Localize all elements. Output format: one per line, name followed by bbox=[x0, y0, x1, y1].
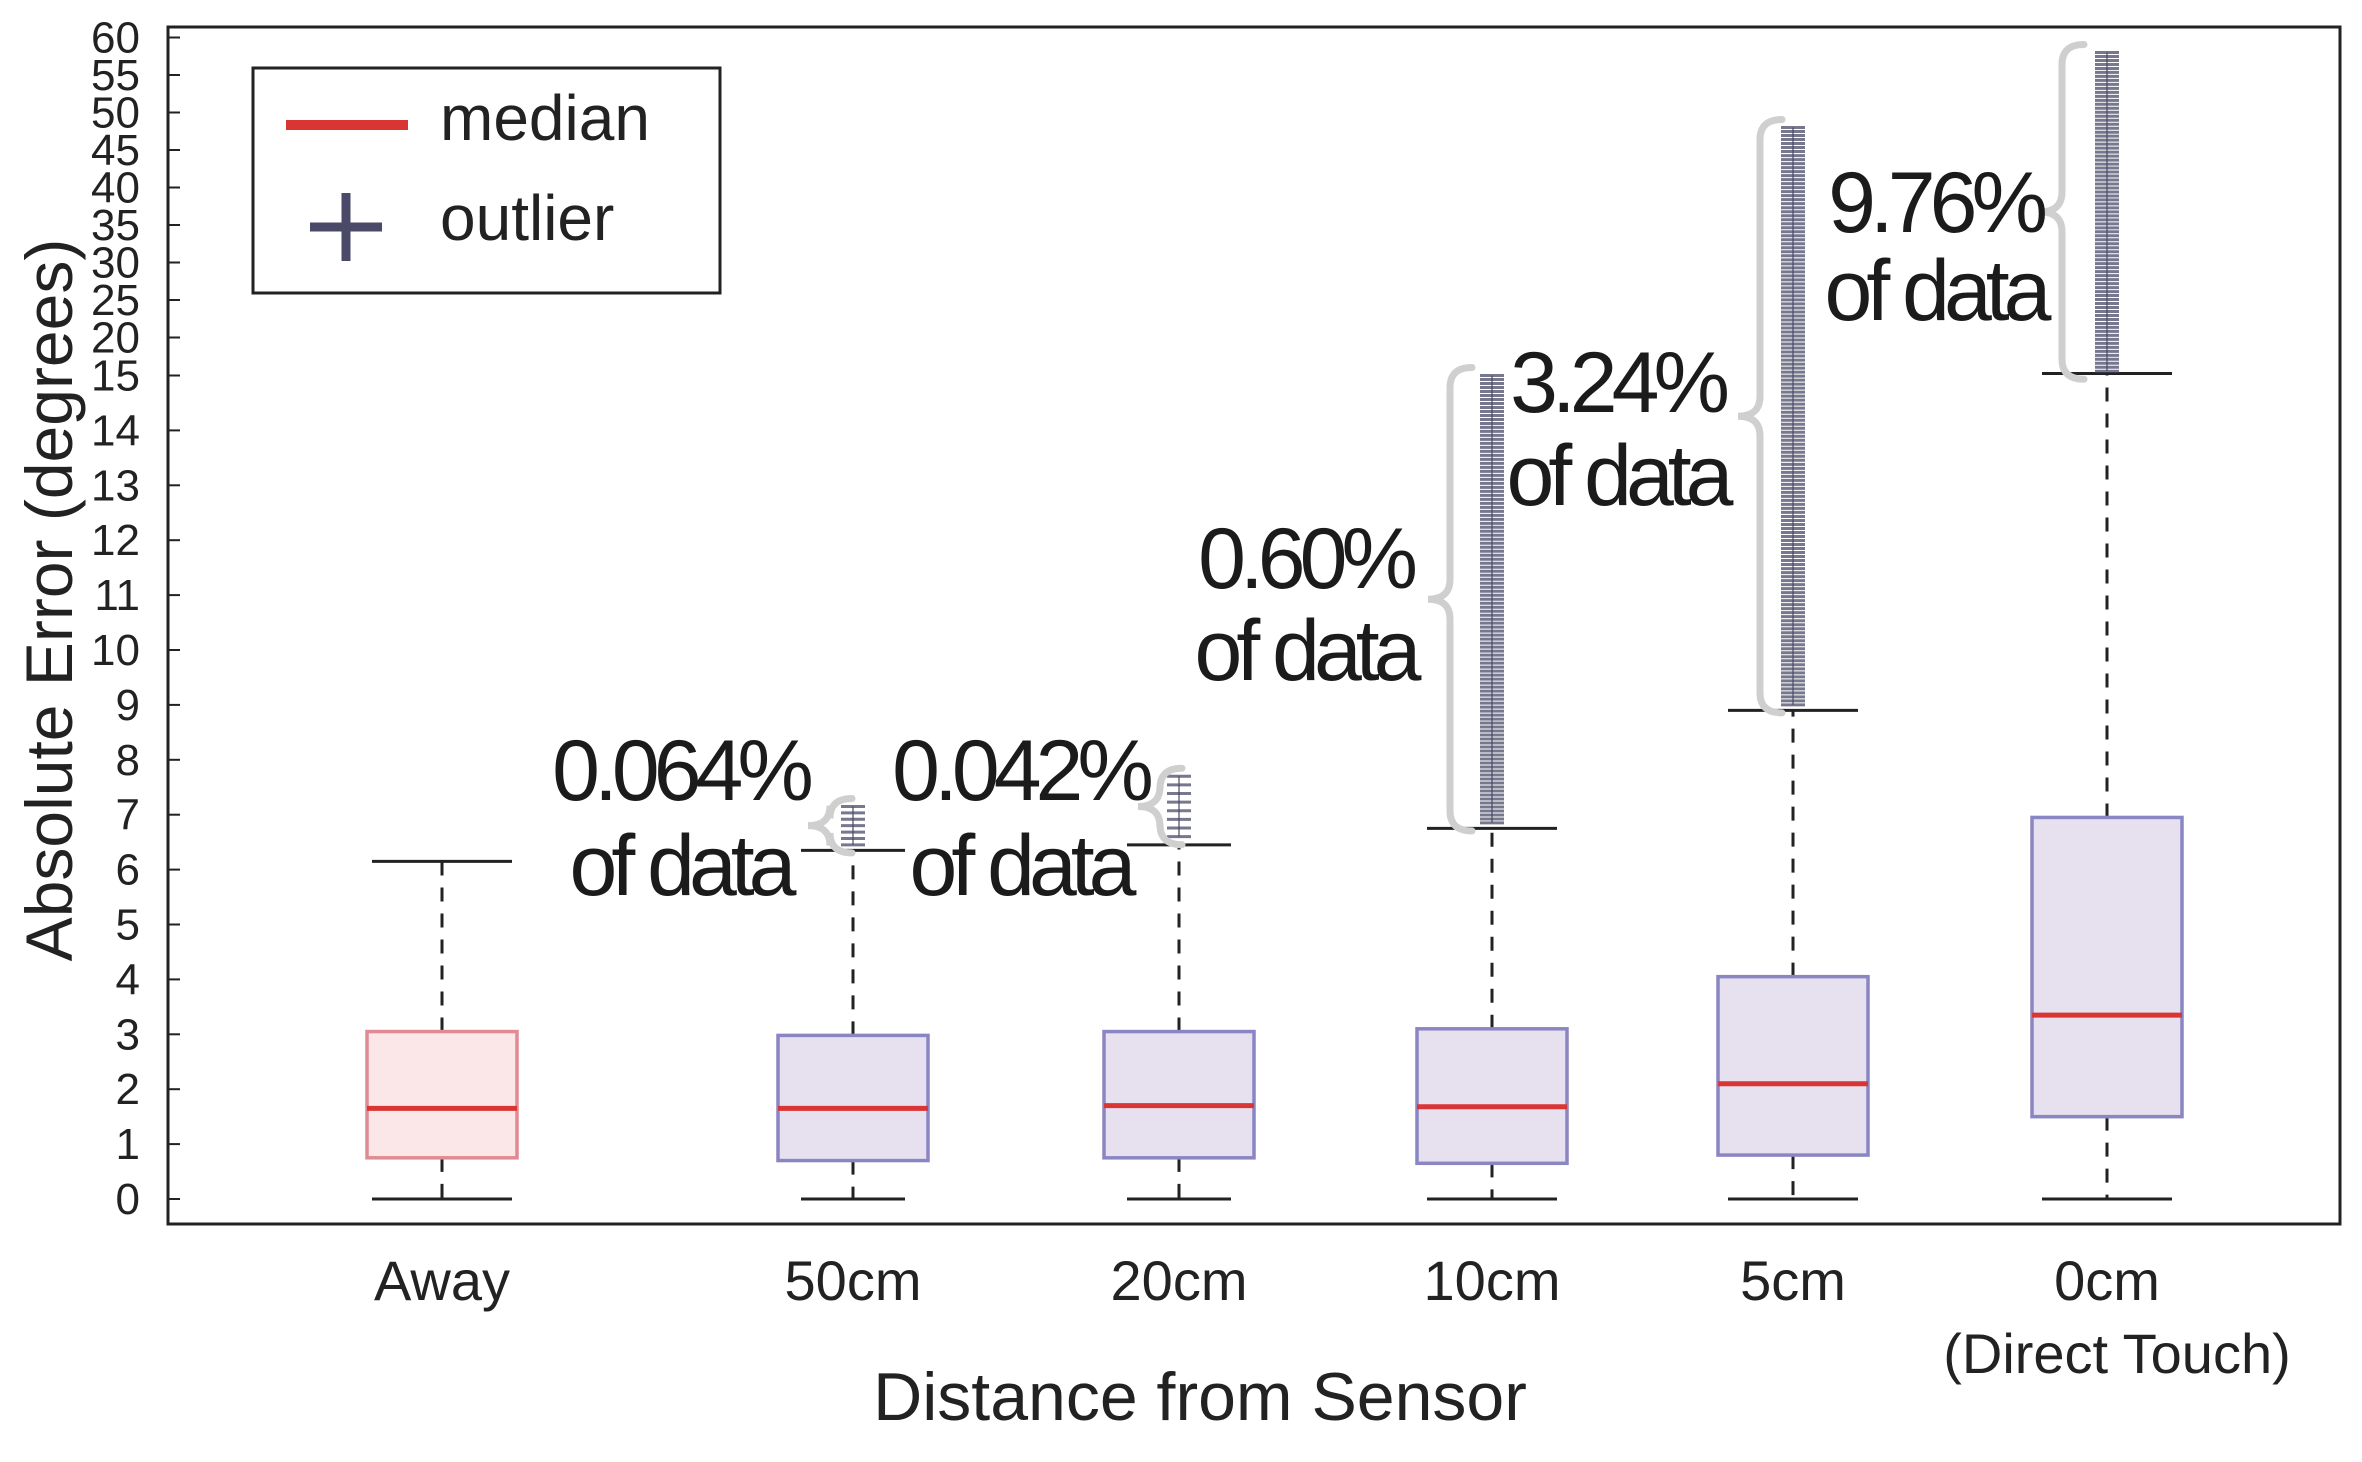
box-series bbox=[365, 51, 2184, 1201]
y-tick-label: 8 bbox=[116, 736, 140, 785]
outlier-bracket bbox=[1737, 116, 1786, 717]
outlier-bracket bbox=[1137, 764, 1186, 849]
x-tick-sublabel: (Direct Touch) bbox=[1943, 1322, 2291, 1385]
y-tick-label: 20 bbox=[91, 314, 140, 363]
y-tick-label: 15 bbox=[91, 352, 140, 401]
box-5cm bbox=[1716, 126, 1870, 1201]
y-tick-label: 6 bbox=[116, 846, 140, 895]
y-tick-label: 7 bbox=[116, 791, 140, 840]
y-tick-label: 0 bbox=[116, 1175, 140, 1224]
y-tick-label: 11 bbox=[94, 571, 140, 620]
y-tick-label: 12 bbox=[91, 516, 140, 565]
box-50cm bbox=[776, 804, 930, 1201]
x-tick-label: Away bbox=[374, 1249, 510, 1312]
outliers bbox=[2095, 51, 2119, 373]
outliers bbox=[841, 804, 865, 847]
y-tick-label: 40 bbox=[91, 164, 140, 213]
outlier-percent-suffix: of data bbox=[1507, 428, 1734, 524]
y-tick-label: 30 bbox=[91, 239, 140, 288]
legend-frame bbox=[251, 66, 722, 295]
legend-median-label: median bbox=[440, 82, 650, 154]
box-10cm bbox=[1415, 374, 1569, 1201]
x-tick-label: 10cm bbox=[1424, 1249, 1561, 1312]
outlier-percent-suffix: of data bbox=[910, 818, 1137, 914]
box-20cm bbox=[1102, 774, 1256, 1201]
outlier-bracket bbox=[2039, 41, 2088, 383]
outlier-bracket bbox=[1427, 364, 1476, 835]
outlier-percent: 0.60% bbox=[1198, 511, 1415, 607]
y-tick-label: 13 bbox=[91, 461, 140, 510]
x-axis: Away 50cm 20cm 10cm 5cm 0cm (Direct Touch) bbox=[374, 1249, 2291, 1385]
box-iqr bbox=[1716, 974, 1870, 1157]
x-tick-label: 0cm bbox=[2054, 1249, 2160, 1312]
y-tick-label: 55 bbox=[91, 51, 140, 100]
box-Away bbox=[365, 859, 519, 1201]
outliers bbox=[1167, 774, 1191, 839]
outlier-percent: 0.064% bbox=[552, 723, 811, 819]
outlier-bracket bbox=[807, 794, 856, 857]
box-iqr bbox=[2030, 815, 2184, 1119]
y-tick-label: 4 bbox=[116, 955, 140, 1004]
y-tick-label: 2 bbox=[116, 1065, 140, 1114]
outlier-percent: 0.042% bbox=[892, 723, 1151, 819]
y-tick-label: 25 bbox=[91, 276, 140, 325]
y-tick-label: 14 bbox=[91, 406, 140, 455]
box-iqr bbox=[776, 1033, 930, 1163]
outlier-percent: 9.76% bbox=[1828, 155, 2045, 251]
y-tick-label: 1 bbox=[116, 1120, 140, 1169]
legend: median outlier bbox=[251, 66, 722, 295]
y-tick-label: 35 bbox=[91, 201, 140, 250]
outlier-percent-suffix: of data bbox=[1825, 243, 2052, 339]
outlier-percent-suffix: of data bbox=[1195, 603, 1422, 699]
box-0cm bbox=[2030, 51, 2184, 1201]
x-tick-label: 50cm bbox=[785, 1249, 922, 1312]
y-tick-label: 60 bbox=[91, 14, 140, 63]
y-tick-label: 45 bbox=[91, 126, 140, 175]
legend-outlier-swatch bbox=[310, 193, 382, 261]
outliers bbox=[1781, 126, 1805, 707]
y-tick-label: 5 bbox=[116, 901, 140, 950]
y-tick-label: 10 bbox=[91, 626, 140, 675]
y-axis-label: Absolute Error (degrees) bbox=[12, 239, 86, 962]
legend-outlier-label: outlier bbox=[440, 182, 614, 254]
outliers bbox=[1480, 374, 1504, 825]
outlier-percent: 3.24% bbox=[1510, 335, 1727, 431]
outlier-percent-suffix: of data bbox=[570, 818, 797, 914]
box-iqr bbox=[365, 1029, 519, 1160]
box-iqr bbox=[1102, 1029, 1256, 1160]
y-tick-label: 50 bbox=[91, 89, 140, 138]
x-axis-label: Distance from Sensor bbox=[873, 1359, 1527, 1435]
plot-frame bbox=[166, 25, 2342, 1226]
x-tick-label: 20cm bbox=[1111, 1249, 1248, 1312]
box-iqr bbox=[1415, 1027, 1569, 1166]
y-tick-label: 9 bbox=[116, 681, 140, 730]
x-tick-label: 5cm bbox=[1740, 1249, 1846, 1312]
y-tick-label: 3 bbox=[116, 1010, 140, 1059]
